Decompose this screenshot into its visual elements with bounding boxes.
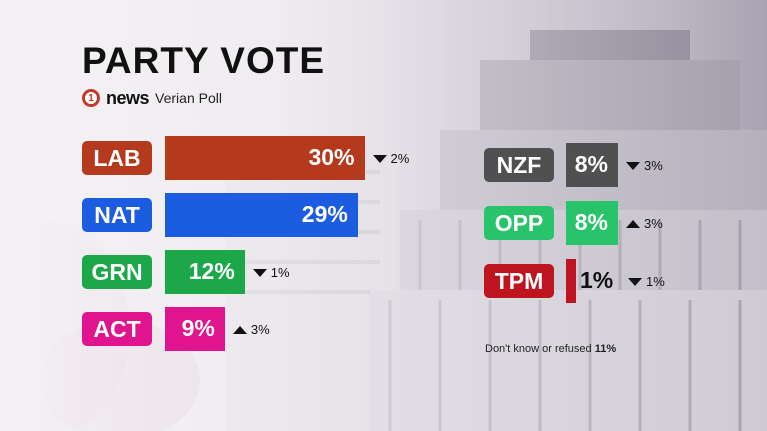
value-label-nat: 29% (301, 201, 348, 227)
party-label-lab: LAB (82, 141, 152, 175)
triangle-up-icon (232, 325, 247, 334)
bar-nat (165, 193, 358, 237)
value-label-grn: 12% (188, 258, 235, 284)
bar-tpm (566, 259, 576, 303)
change-tpm: 1% (628, 274, 665, 289)
change-text: 2% (390, 151, 410, 166)
chart-title: PARTY VOTE (82, 40, 326, 81)
change-text: 1% (270, 265, 290, 280)
change-opp: 3% (626, 216, 663, 231)
bar-nzf (566, 143, 618, 187)
value-label-lab: 30% (308, 144, 355, 170)
triangle-down-icon (252, 268, 267, 277)
triangle-down-icon (628, 277, 642, 286)
value-label-tpm: 1% (580, 267, 614, 293)
party-label-act: ACT (82, 312, 152, 346)
party-label-grn: GRN (82, 255, 152, 289)
party-label-opp: OPP (484, 206, 554, 240)
triangle-up-icon (626, 219, 640, 228)
change-text: 1% (646, 274, 665, 289)
bar-lab (165, 136, 365, 180)
change-grn: 1% (252, 265, 290, 280)
one-news-logo-icon: 1 (82, 89, 100, 107)
bar-act (165, 307, 225, 351)
change-text: 3% (644, 158, 663, 173)
brand-logo: 1 news Verian Poll (82, 87, 222, 109)
party-label-nat: NAT (82, 198, 152, 232)
bar-grn (165, 250, 245, 294)
bar-opp (566, 201, 618, 245)
footnote-text: Don't know or refused (485, 343, 592, 355)
change-nzf: 3% (626, 158, 663, 173)
value-label-opp: 8% (574, 209, 608, 235)
value-label-act: 9% (181, 315, 215, 341)
change-text: 3% (250, 322, 270, 337)
change-act: 3% (232, 322, 270, 337)
footnote-value: 11% (594, 343, 617, 355)
change-text: 3% (644, 216, 663, 231)
logo-text: news (106, 87, 150, 108)
party-label-nzf: NZF (484, 148, 554, 182)
triangle-down-icon (626, 161, 640, 170)
triangle-down-icon (372, 154, 387, 163)
poll-name: Verian Poll (155, 90, 222, 106)
party-label-tpm: TPM (484, 264, 554, 298)
footnote: Don't know or refused 11% (485, 343, 616, 355)
value-label-nzf: 8% (574, 151, 608, 177)
change-lab: 2% (372, 151, 410, 166)
